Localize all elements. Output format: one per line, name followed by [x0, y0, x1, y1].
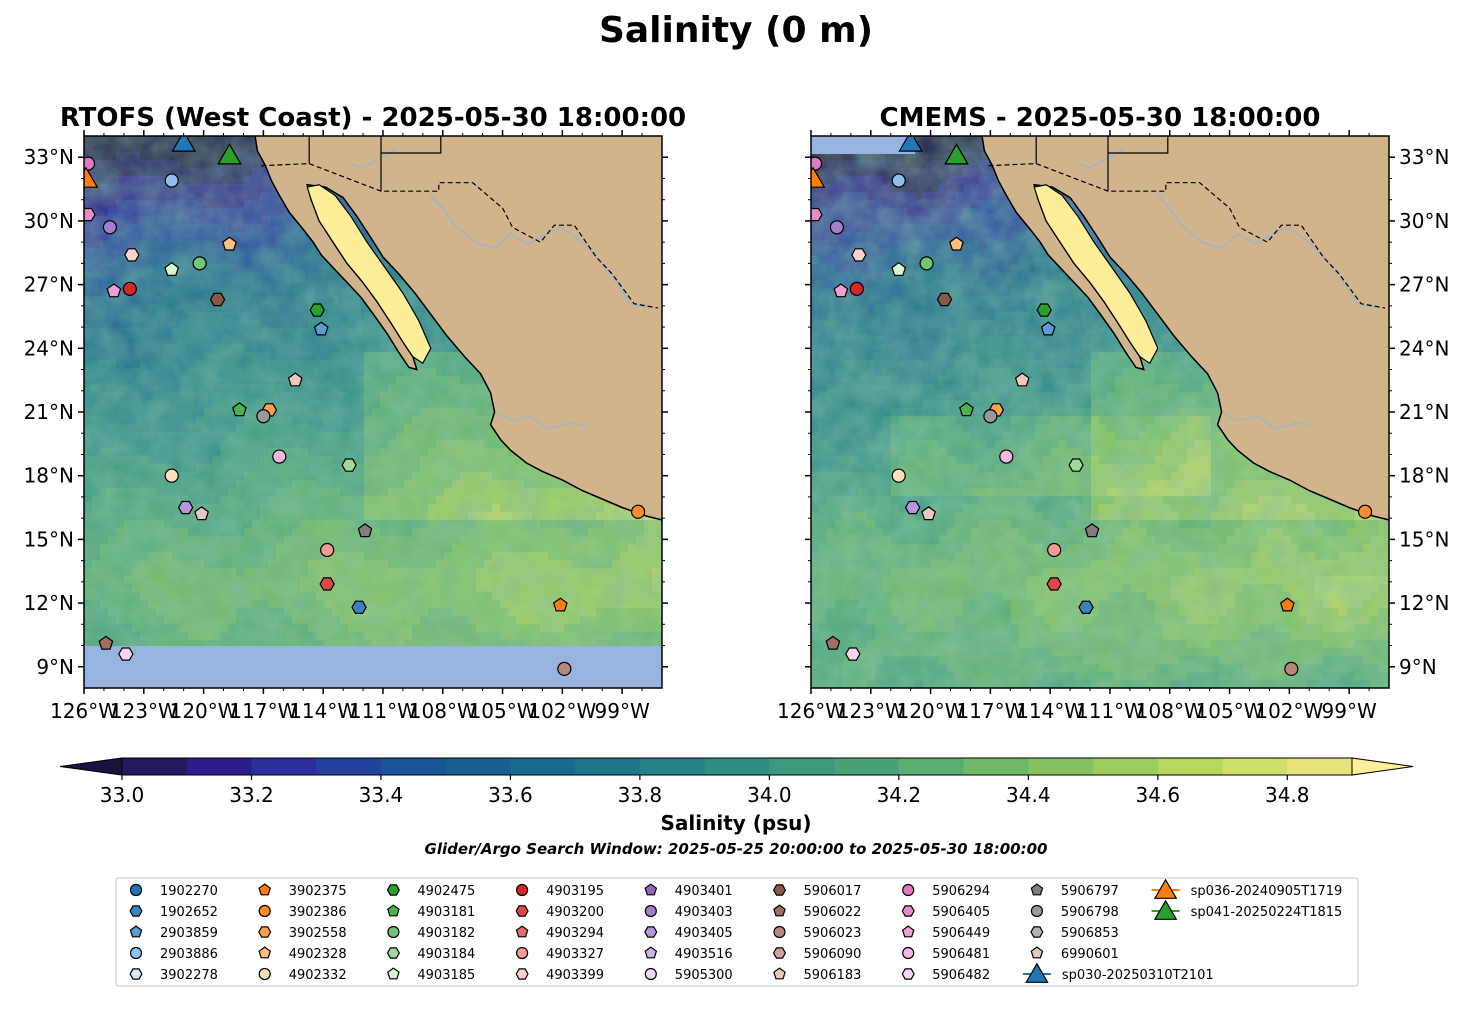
panel-title: RTOFS (West Coast) - 2025-05-30 18:00:00 [60, 103, 686, 133]
map-rtofs [84, 136, 662, 688]
figure-title: Salinity (0 m) [599, 10, 873, 51]
panel-rtofs: RTOFS (West Coast) - 2025-05-30 18:00:00… [24, 103, 687, 723]
